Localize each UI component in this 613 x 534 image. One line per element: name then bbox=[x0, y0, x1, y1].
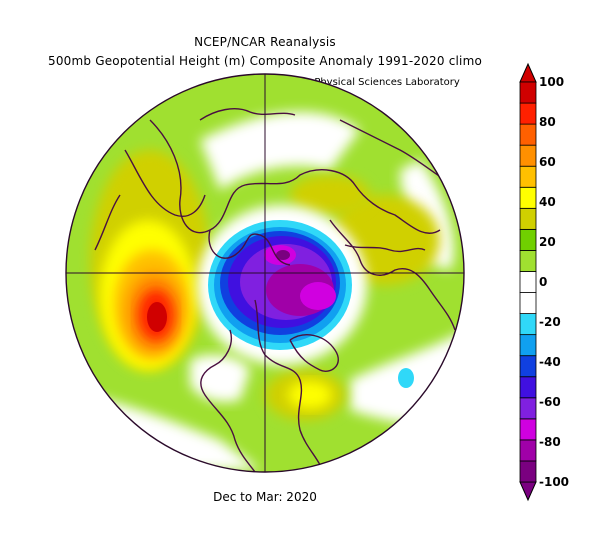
title-line-2: 500mb Geopotential Height (m) Composite … bbox=[47, 54, 483, 68]
colorbar-swatch bbox=[519, 102, 537, 125]
coastlines bbox=[94, 108, 456, 472]
map-graticule bbox=[66, 74, 464, 472]
colorbar-tick-label: 60 bbox=[539, 155, 556, 169]
colorbar-swatch bbox=[519, 81, 537, 104]
colorbar-tick-label: -60 bbox=[539, 395, 561, 409]
colorbar-swatch bbox=[519, 397, 537, 420]
colorbar-swatch bbox=[519, 376, 537, 399]
colorbar-swatch bbox=[519, 292, 537, 314]
colorbar-swatch bbox=[519, 418, 537, 441]
colorbar: 100 80 60 40 20 0 -20 -40 -60 -80 -100 bbox=[519, 62, 569, 502]
colorbar-swatch bbox=[519, 439, 537, 462]
colorbar-tick-label: -100 bbox=[539, 475, 569, 489]
map-boundary bbox=[65, 73, 465, 473]
colorbar-swatch bbox=[519, 271, 537, 293]
colorbar-swatch bbox=[519, 165, 537, 188]
colorbar-tick-label: -40 bbox=[539, 355, 561, 369]
colorbar-swatch bbox=[519, 123, 537, 146]
title-line-1: NCEP/NCAR Reanalysis bbox=[194, 35, 336, 49]
colorbar-swatch bbox=[519, 186, 537, 209]
colorbar-swatch bbox=[519, 228, 537, 251]
colorbar-swatch bbox=[519, 250, 537, 272]
colorbar-swatch bbox=[519, 355, 537, 378]
colorbar-tick-label: 40 bbox=[539, 195, 556, 209]
colorbar-tick-label: -80 bbox=[539, 435, 561, 449]
colorbar-swatch bbox=[519, 144, 537, 167]
colorbar-tick-label: 0 bbox=[539, 275, 547, 289]
colorbar-swatch bbox=[519, 460, 537, 483]
colorbar-swatch bbox=[519, 334, 537, 357]
period-label: Dec to Mar: 2020 bbox=[213, 490, 317, 504]
credit-label: NOAA Physical Sciences Laboratory bbox=[282, 77, 460, 88]
colorbar-tick-label: 20 bbox=[539, 235, 556, 249]
colorbar-tick-label: 80 bbox=[539, 115, 556, 129]
colorbar-tick-label: 100 bbox=[539, 75, 564, 89]
colorbar-tick-label: -20 bbox=[539, 315, 561, 329]
colorbar-max-arrow bbox=[519, 62, 537, 83]
colorbar-swatch bbox=[519, 313, 537, 336]
colorbar-swatch bbox=[519, 207, 537, 230]
